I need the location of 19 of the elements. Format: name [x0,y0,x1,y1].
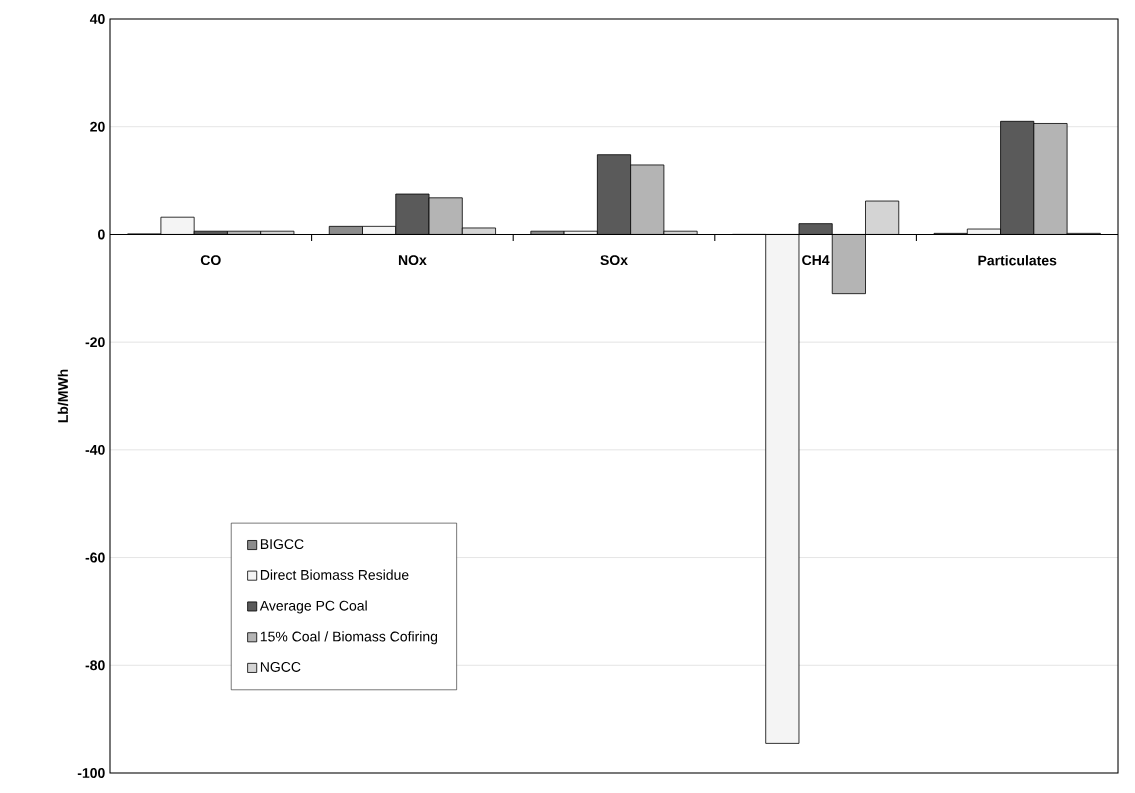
legend-label: NGCC [260,662,301,672]
y-tick-label: 20 [90,121,105,132]
y-axis-title: Lb/MWh [57,369,69,423]
y-tick-label: 40 [89,14,105,24]
legend-label: BIGCC [260,539,304,550]
y-tick-label: 0 [98,229,105,240]
y-tick-label: -100 [77,768,105,778]
y-tick-label: -20 [85,337,105,348]
x-tick-label: NOx [398,255,427,266]
y-tick-label: -80 [85,660,105,671]
legend-label: Direct Biomass Residue [260,569,409,580]
legend-label: 15% Coal / Biomass Cofiring [260,631,438,645]
legend-label: Average PC Coal [259,600,367,614]
x-tick-label: Particulates [978,255,1057,266]
y-tick-label: -60 [85,552,105,563]
x-tick-label: CO [200,255,221,266]
y-tick-label: -40 [85,444,105,455]
x-tick-label: SOx [600,255,628,266]
x-tick-label: CH4 [802,255,830,266]
